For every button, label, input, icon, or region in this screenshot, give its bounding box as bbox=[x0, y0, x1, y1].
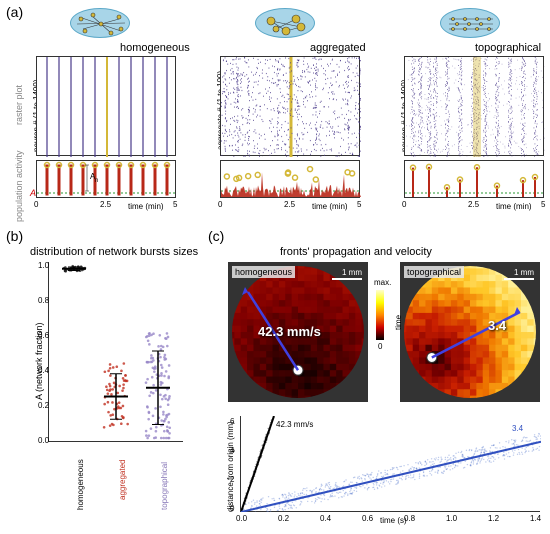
cx5: 1.0 bbox=[446, 514, 457, 523]
cy0: 0 bbox=[230, 504, 234, 513]
hm2-scalebar bbox=[504, 278, 534, 280]
cy1: 2 bbox=[230, 475, 234, 484]
hm1-label: homogeneous bbox=[232, 266, 295, 278]
raster-topographical bbox=[404, 56, 544, 156]
schematic-aggregated bbox=[255, 8, 315, 38]
t1-3: 2.5 bbox=[468, 200, 479, 209]
by5: 1.0 bbox=[38, 261, 49, 270]
t2-2: 5 bbox=[357, 200, 361, 209]
cx0: 0.0 bbox=[236, 514, 247, 523]
cy3: 6 bbox=[230, 417, 234, 426]
svg-text:n: n bbox=[95, 178, 98, 184]
label-c: (c) bbox=[208, 228, 224, 244]
col3-title: topographical bbox=[475, 42, 541, 54]
cb-max: max. bbox=[374, 278, 391, 287]
by1: 0.2 bbox=[38, 401, 49, 410]
hm2-label: topographical bbox=[404, 266, 464, 278]
t1-1: 2.5 bbox=[100, 200, 111, 209]
hm2-v: 3.4 bbox=[488, 318, 506, 333]
cx4: 0.8 bbox=[404, 514, 415, 523]
col2-title: aggregated bbox=[310, 42, 366, 54]
bx0: homogeneous bbox=[76, 459, 85, 510]
schematic-topographical bbox=[440, 8, 500, 38]
t2-1: 5 bbox=[173, 200, 177, 209]
cx2: 0.4 bbox=[320, 514, 331, 523]
col1-title: homogeneous bbox=[120, 42, 190, 54]
by4: 0.8 bbox=[38, 296, 49, 305]
t0-1: 0 bbox=[34, 200, 38, 209]
t2-3: 5 bbox=[541, 200, 545, 209]
cx3: 0.6 bbox=[362, 514, 373, 523]
cy2: 4 bbox=[230, 446, 234, 455]
bx2: topographical bbox=[160, 462, 169, 510]
hm1-v: 42.3 mm/s bbox=[258, 324, 321, 339]
cb-time: time bbox=[394, 315, 403, 330]
tm-1: time (min) bbox=[128, 202, 164, 211]
t1-2: 2.5 bbox=[284, 200, 295, 209]
t0-2: 0 bbox=[218, 200, 222, 209]
t0-3: 0 bbox=[402, 200, 406, 209]
hm1-scalebar bbox=[332, 278, 362, 280]
by2: 0.4 bbox=[38, 366, 49, 375]
velocity-plot bbox=[240, 416, 540, 512]
label-a: (a) bbox=[6, 4, 23, 20]
hm2-scale: 1 mm bbox=[514, 268, 534, 277]
vp-xlabel: time (s) bbox=[380, 516, 407, 525]
raster-label: raster plot bbox=[14, 85, 24, 125]
colorbar bbox=[376, 290, 384, 340]
c-title: fronts' propagation and velocity bbox=[280, 246, 432, 258]
pop-homogeneous: An bbox=[36, 160, 176, 198]
cx7: 1.4 bbox=[530, 514, 541, 523]
b-title: distribution of network bursts sizes bbox=[30, 246, 198, 258]
cx6: 1.2 bbox=[488, 514, 499, 523]
label-b: (b) bbox=[6, 228, 23, 244]
cx1: 0.2 bbox=[278, 514, 289, 523]
by0: 0.0 bbox=[38, 436, 49, 445]
vp-ylabel: distance from origin (mm) bbox=[226, 421, 235, 512]
raster-homogeneous bbox=[36, 56, 176, 156]
bx1: aggregated bbox=[118, 460, 127, 500]
pop-aggregated bbox=[220, 160, 360, 198]
tm-2: time (min) bbox=[312, 202, 348, 211]
A-label-1: A bbox=[30, 188, 36, 198]
scatter-b bbox=[48, 262, 183, 442]
hm1-scale: 1 mm bbox=[342, 268, 362, 277]
pop-topographical bbox=[404, 160, 544, 198]
vp-v1: 42.3 mm/s bbox=[276, 420, 313, 429]
tm-3: time (min) bbox=[496, 202, 532, 211]
schematic-homogeneous bbox=[70, 8, 130, 38]
cb-min: 0 bbox=[378, 342, 382, 351]
heatmap-homogeneous: homogeneous 1 mm 42.3 mm/s bbox=[228, 262, 368, 402]
heatmap-topographical: topographical 1 mm 3.4 bbox=[400, 262, 540, 402]
raster-aggregated bbox=[220, 56, 360, 156]
vp-v2: 3.4 bbox=[512, 424, 523, 433]
pop-label: population activity bbox=[14, 150, 24, 222]
by3: 0.6 bbox=[38, 331, 49, 340]
